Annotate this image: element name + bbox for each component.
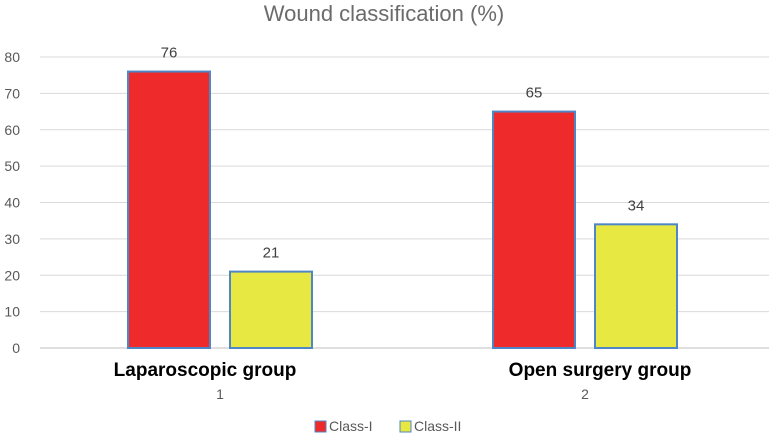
legend-label: Class-II (414, 418, 461, 434)
y-tick-label: 30 (4, 231, 20, 247)
legend: Class-I Class-II (314, 418, 461, 434)
data-label: 76 (161, 45, 178, 62)
x-group-label: Open surgery group (509, 360, 692, 381)
y-tick-label: 0 (12, 340, 20, 356)
x-group-label: Laparoscopic group (114, 360, 297, 381)
data-label: 21 (263, 245, 280, 262)
y-tick-label: 60 (4, 122, 20, 138)
x-tick-label: 1 (216, 386, 224, 402)
data-labels: 76 21 65 34 (161, 45, 645, 262)
chart-title: Wound classification (%) (264, 1, 504, 26)
y-tick-label: 40 (4, 195, 20, 211)
bar-class-ii-2 (594, 223, 678, 349)
x-tick-label: 2 (581, 386, 589, 402)
y-tick-label: 10 (4, 304, 20, 320)
bar-class-i-2 (492, 110, 576, 349)
legend-swatch-class-i (314, 420, 327, 433)
x-axis: Laparoscopic group 1 Open surgery group 2 (114, 360, 692, 402)
bar-class-ii-1 (229, 270, 313, 349)
y-tick-label: 20 (4, 267, 20, 283)
data-label: 34 (628, 197, 645, 214)
data-label: 65 (526, 85, 543, 102)
y-axis-ticks: 0 10 20 30 40 50 60 70 80 (4, 49, 20, 356)
bars (127, 70, 678, 350)
y-tick-label: 50 (4, 158, 20, 174)
y-tick-label: 80 (4, 49, 20, 65)
legend-swatch-class-ii (399, 420, 412, 433)
bar-class-i-1 (127, 70, 211, 350)
legend-label: Class-I (329, 418, 373, 434)
y-tick-label: 70 (4, 85, 20, 101)
